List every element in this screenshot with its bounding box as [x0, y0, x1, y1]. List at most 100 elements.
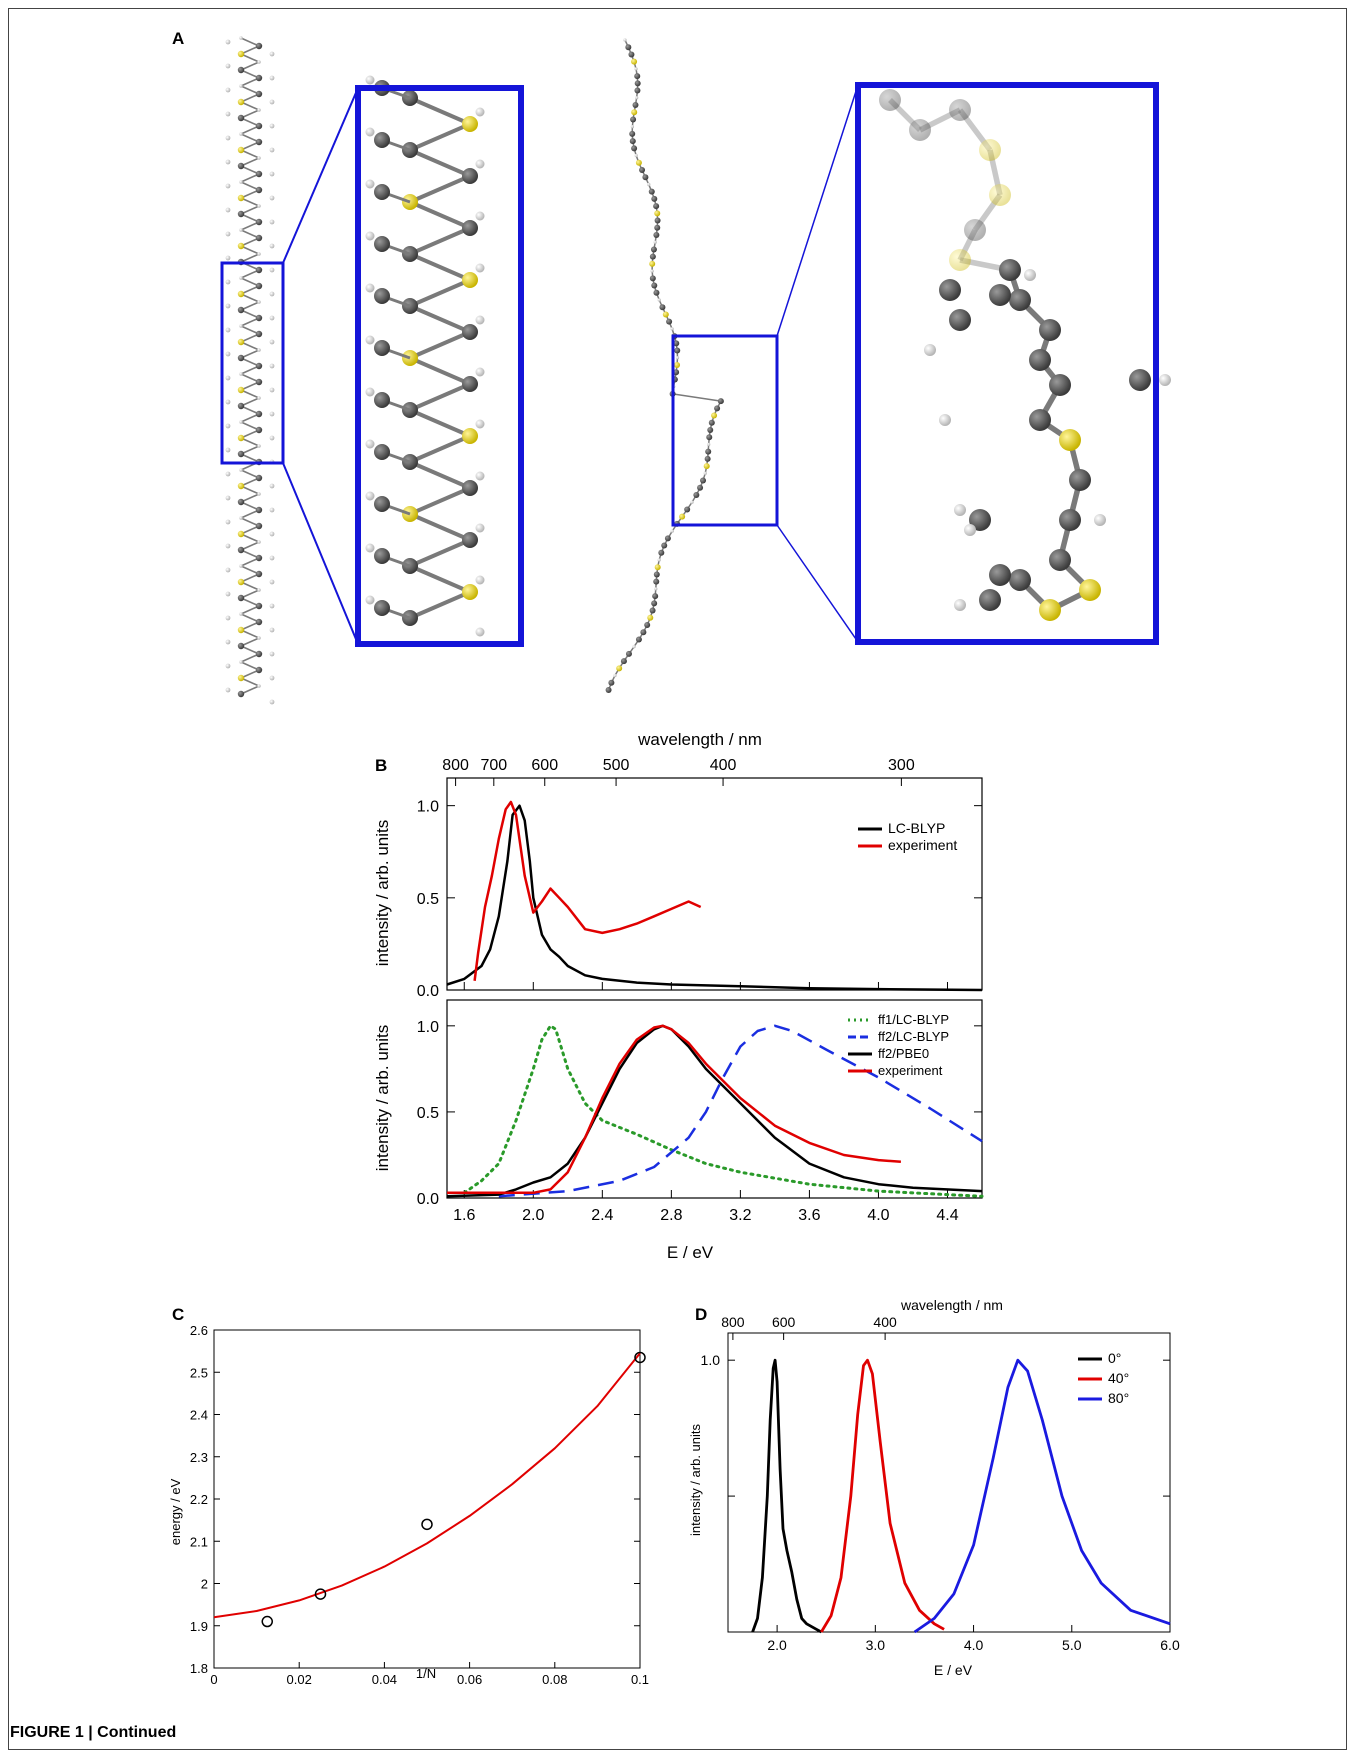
sulfur-atom — [1079, 579, 1101, 601]
hydrogen-atom — [365, 543, 375, 553]
carbon-atom — [237, 546, 245, 554]
bond — [240, 405, 260, 415]
series-line — [446, 804, 983, 992]
hydrogen-atom — [239, 228, 243, 232]
carbon-atom — [909, 119, 931, 141]
hydrogen-atom — [964, 524, 976, 536]
bond — [240, 629, 260, 639]
bond — [409, 590, 471, 620]
sulfur-atom — [1039, 599, 1061, 621]
data-point — [314, 1588, 327, 1600]
hydrogen-atom — [634, 153, 638, 158]
legend-entry: 0° — [1108, 1350, 1121, 1366]
hydrogen-atom — [269, 51, 275, 57]
angle-spectrum-plot: 1.0 2.0 3.0 4.0 5.0 6.0 0° 40° 80° — [701, 1332, 1180, 1653]
hydrogen-atom — [269, 555, 275, 561]
bond — [409, 304, 471, 334]
hydrogen-atom — [257, 60, 261, 64]
bond — [240, 677, 260, 687]
bond — [240, 541, 260, 551]
bond — [240, 357, 260, 367]
carbon-atom — [661, 542, 668, 549]
bond — [240, 445, 260, 455]
carbon-atom — [634, 87, 641, 94]
carbon-atom — [939, 279, 961, 301]
bond — [240, 141, 260, 151]
carbon-atom — [255, 90, 263, 98]
hydrogen-atom — [269, 531, 275, 537]
carbon-atom — [374, 288, 390, 304]
bond — [240, 189, 260, 199]
sulfur-atom — [237, 146, 245, 154]
sulfur-atom — [631, 109, 638, 116]
bond — [240, 157, 260, 167]
series-line — [473, 800, 702, 981]
sulfur-atom — [703, 463, 710, 470]
bond — [409, 174, 471, 204]
bond — [240, 685, 260, 695]
hydrogen-atom — [225, 63, 231, 69]
hydrogen-atom — [269, 291, 275, 297]
carbon-atom — [649, 275, 656, 282]
bond — [240, 605, 260, 615]
bond — [409, 278, 471, 308]
plot-frame — [446, 777, 983, 991]
hydrogen-atom — [225, 375, 231, 381]
bond — [672, 393, 721, 402]
hydrogen-atom — [954, 504, 966, 516]
sulfur-atom — [462, 272, 478, 288]
y-axis-label: energy / eV — [168, 1478, 183, 1545]
y-tick-label: 1.9 — [190, 1619, 208, 1634]
hydrogen-atom — [269, 315, 275, 321]
carbon-atom — [237, 354, 245, 362]
hydrogen-atom — [269, 579, 275, 585]
hydrogen-atom — [475, 107, 485, 117]
hydrogen-atom — [257, 636, 261, 640]
sulfur-atom — [979, 139, 1001, 161]
bond — [240, 661, 260, 671]
bond — [240, 109, 260, 119]
hydrogen-atom — [630, 125, 635, 129]
bond — [240, 77, 260, 87]
hydrogen-atom — [225, 183, 231, 189]
bond — [240, 213, 260, 223]
carbon-atom — [1049, 549, 1071, 571]
hydrogen-atom — [257, 684, 261, 688]
y-tick-label: 1.0 — [417, 1019, 439, 1036]
data-point — [634, 1351, 646, 1364]
hydrogen-atom — [670, 529, 674, 533]
carbon-atom — [674, 347, 681, 354]
bond — [409, 512, 471, 542]
sulfur-atom — [462, 116, 478, 132]
carbon-atom — [237, 402, 245, 410]
carbon-atom — [605, 687, 612, 693]
bond — [240, 69, 260, 79]
zoom-line — [776, 524, 859, 643]
bond — [240, 645, 260, 655]
x-axis-label: 1/N — [416, 1666, 436, 1681]
carbon-atom — [255, 410, 263, 418]
carbon-atom — [374, 444, 390, 460]
hydrogen-atom — [269, 219, 275, 225]
hydrogen-atom — [239, 276, 243, 280]
hydrogen-atom — [475, 575, 485, 585]
sulfur-atom — [237, 338, 245, 346]
bond — [240, 117, 260, 127]
bond — [240, 85, 260, 95]
carbon-atom — [628, 51, 635, 58]
hydrogen-atom — [365, 231, 375, 241]
carbon-atom — [1129, 369, 1151, 391]
hydrogen-atom — [675, 356, 680, 360]
carbon-atom — [635, 636, 642, 643]
legend-entry: 40° — [1108, 1370, 1129, 1386]
carbon-atom — [650, 246, 657, 253]
bond — [240, 397, 260, 407]
bond — [240, 413, 260, 423]
bond — [240, 277, 260, 287]
carbon-atom — [255, 122, 263, 130]
carbon-atom — [237, 114, 245, 122]
hydrogen-atom — [647, 182, 651, 187]
sulfur-atom — [237, 386, 245, 394]
x-tick-label: 3.0 — [866, 1637, 886, 1653]
x-tick-label: 4.4 — [936, 1207, 958, 1224]
